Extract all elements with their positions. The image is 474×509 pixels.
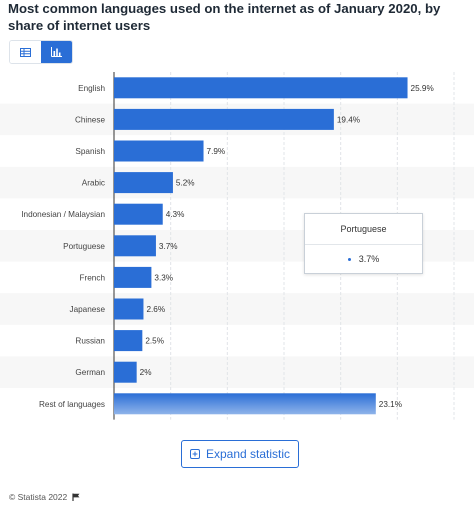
category-label: Russian [75, 337, 105, 346]
category-label: German [75, 368, 105, 377]
bar-chart: English 25.9% Chinese 19.4% Spanish 7.9% Arabi… [0, 72, 474, 420]
expand-icon [189, 449, 200, 459]
category-label: Portuguese [63, 242, 105, 251]
expand-statistic-label: Expand statistic [205, 447, 291, 461]
chart-title: Most common languages used on the intern… [8, 1, 441, 33]
value-label: 3.7% [159, 242, 178, 251]
bar [114, 393, 376, 415]
row-band [0, 166, 474, 199]
value-label: 2% [140, 368, 152, 377]
bar [114, 298, 144, 320]
bar [114, 203, 163, 225]
chart-view-button[interactable] [41, 41, 72, 63]
bar [114, 140, 204, 162]
value-label: 5.2% [176, 179, 195, 188]
value-label: 23.1% [379, 400, 402, 409]
expand-statistic-button[interactable]: Expand statistic [181, 440, 299, 468]
table-view-button[interactable] [10, 41, 41, 63]
category-label: Rest of languages [39, 400, 105, 409]
value-label: 3.3% [154, 273, 173, 282]
bar [114, 361, 137, 383]
tooltip: Portuguese 3.7% [304, 213, 423, 274]
category-label: French [80, 273, 106, 282]
table-icon [20, 47, 31, 57]
category-label: English [78, 84, 105, 93]
value-label: 25.9% [411, 84, 434, 93]
view-toggle [9, 40, 73, 64]
category-label: Indonesian / Malaysian [21, 210, 105, 219]
category-label: Arabic [82, 179, 105, 188]
row-band [0, 293, 474, 325]
bar [114, 266, 152, 288]
bar [114, 330, 143, 352]
category-label: Spanish [75, 147, 105, 156]
bar [114, 108, 334, 130]
flag-icon[interactable] [72, 493, 80, 501]
copyright-text: © Statista 2022 [9, 492, 68, 502]
bar [114, 172, 173, 194]
tooltip-row: 3.7% [305, 245, 422, 273]
footer: © Statista 2022 [9, 492, 80, 502]
bar-chart-icon [51, 47, 62, 57]
value-label: 2.5% [145, 337, 164, 346]
bar [114, 77, 408, 99]
category-label: Chinese [75, 115, 105, 124]
tooltip-value: 3.7% [358, 254, 380, 264]
value-label: 4.3% [166, 210, 185, 219]
value-label: 19.4% [337, 115, 360, 124]
series-dot-icon [347, 257, 351, 261]
row-band [0, 356, 474, 388]
tooltip-title: Portuguese [305, 214, 422, 245]
value-label: 2.6% [146, 305, 165, 314]
value-label: 7.9% [207, 147, 226, 156]
category-label: Japanese [69, 305, 105, 314]
bar [114, 235, 156, 257]
